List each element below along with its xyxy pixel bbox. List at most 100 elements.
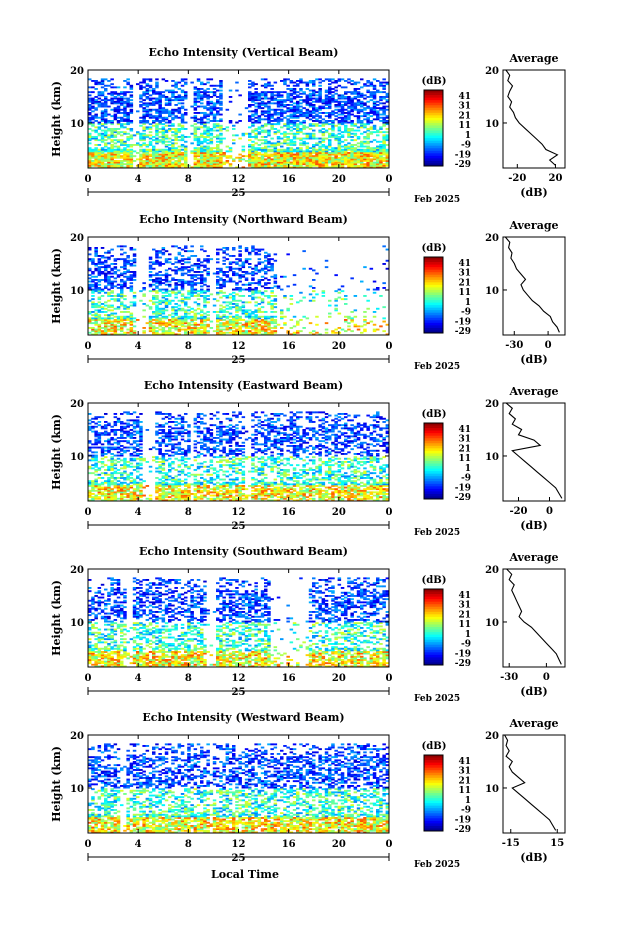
- heatmap-cell: [203, 112, 207, 114]
- heatmap-cell: [155, 123, 159, 126]
- heatmap-cell: [171, 139, 175, 142]
- heatmap-cell: [97, 296, 102, 299]
- heatmap-cell: [209, 112, 214, 114]
- x-tick-label: 0: [386, 341, 393, 352]
- heatmap-cell: [200, 285, 204, 288]
- heatmap-cell: [161, 137, 166, 140]
- heatmap-cell: [120, 301, 124, 304]
- heatmap-cell: [184, 328, 188, 331]
- heatmap-cell: [344, 319, 348, 321]
- heatmap-cell: [228, 327, 233, 329]
- heatmap-cell: [97, 166, 102, 169]
- heatmap-cell: [145, 145, 150, 148]
- heatmap-cell: [232, 303, 236, 305]
- heatmap-cell: [260, 100, 265, 103]
- heatmap-cell: [267, 81, 271, 84]
- heatmap-cell: [196, 153, 201, 156]
- heatmap-cell: [110, 309, 114, 312]
- heatmap-cell: [123, 258, 127, 261]
- heatmap-cell: [292, 113, 297, 116]
- heatmap-cell: [88, 472, 92, 475]
- heatmap-cell: [113, 295, 118, 297]
- heatmap-cell: [283, 99, 287, 102]
- heatmap-cell: [184, 97, 188, 100]
- heatmap-cell: [104, 314, 108, 317]
- heatmap-cell: [110, 99, 114, 102]
- heatmap-cell: [142, 121, 146, 124]
- heatmap-cell: [142, 144, 146, 146]
- heatmap-cell: [94, 462, 98, 465]
- heatmap-cell: [139, 97, 143, 100]
- heatmap-cell: [254, 156, 258, 159]
- heatmap-cell: [145, 160, 150, 162]
- heatmap-cell: [312, 155, 316, 158]
- heatmap-cell: [110, 147, 114, 150]
- heatmap-cell: [120, 104, 124, 106]
- heatmap-cell: [260, 91, 265, 94]
- heatmap-cell: [155, 152, 159, 154]
- heatmap-cell: [148, 94, 153, 97]
- heatmap-cell: [196, 144, 201, 146]
- heatmap-cell: [113, 152, 118, 154]
- heatmap-cell: [254, 110, 258, 113]
- heatmap-cell: [244, 160, 249, 162]
- heatmap-cell: [184, 112, 188, 114]
- heatmap-cell: [148, 86, 153, 89]
- heatmap-cell: [100, 152, 105, 154]
- heatmap-cell: [206, 150, 210, 153]
- heatmap-cell: [212, 124, 217, 127]
- heatmap-cell: [257, 320, 262, 323]
- heatmap-cell: [219, 104, 223, 106]
- heatmap-cell: [100, 78, 105, 81]
- heatmap-cell: [100, 166, 105, 169]
- heatmap-cell: [120, 139, 124, 142]
- heatmap-cell: [161, 142, 166, 145]
- heatmap-cell: [296, 112, 300, 114]
- heatmap-cell: [216, 137, 220, 140]
- heatmap-cell: [273, 295, 278, 297]
- colorbar-segment: [424, 107, 443, 111]
- heatmap-cell: [350, 80, 354, 82]
- heatmap-cell: [270, 155, 274, 158]
- heatmap-cell: [254, 120, 258, 122]
- heatmap-cell: [107, 161, 111, 164]
- heatmap-cell: [350, 132, 354, 135]
- heatmap-cell: [203, 139, 207, 142]
- heatmap-cell: [318, 164, 322, 167]
- heatmap-cell: [155, 140, 159, 143]
- heatmap-cell: [206, 136, 210, 138]
- heatmap-cell: [116, 102, 121, 105]
- heatmap-cell: [203, 277, 207, 280]
- heatmap-cell: [161, 164, 166, 167]
- heatmap-cell: [171, 147, 175, 150]
- heatmap-cell: [321, 163, 326, 166]
- heatmap-cell: [360, 100, 364, 103]
- heatmap-cell: [318, 88, 322, 90]
- heatmap-cell: [177, 116, 182, 119]
- heatmap-cell: [254, 296, 258, 299]
- heatmap-cell: [344, 112, 348, 114]
- heatmap-cell: [126, 120, 130, 122]
- heatmap-cell: [379, 116, 383, 119]
- heatmap-cell: [155, 164, 159, 167]
- heatmap-cell: [158, 94, 162, 97]
- heatmap-cell: [148, 164, 153, 167]
- heatmap-cell: [139, 139, 143, 142]
- colorbar-segment: [424, 128, 443, 131]
- heatmap-cell: [267, 113, 271, 116]
- heatmap-cell: [123, 148, 127, 151]
- heatmap-cell: [251, 267, 255, 270]
- heatmap-cell: [110, 92, 114, 95]
- heatmap-cell: [107, 314, 111, 317]
- heatmap-cell: [148, 78, 153, 81]
- heatmap-cell: [180, 328, 185, 331]
- heatmap-cell: [318, 91, 322, 94]
- heatmap-cell: [251, 144, 255, 146]
- heatmap-cell: [190, 250, 194, 253]
- heatmap-cell: [107, 438, 111, 441]
- heatmap-cell: [280, 99, 284, 102]
- heatmap-cell: [382, 91, 386, 94]
- heatmap-cell: [289, 319, 294, 321]
- heatmap-cell: [321, 152, 326, 154]
- heatmap-cell: [337, 84, 342, 87]
